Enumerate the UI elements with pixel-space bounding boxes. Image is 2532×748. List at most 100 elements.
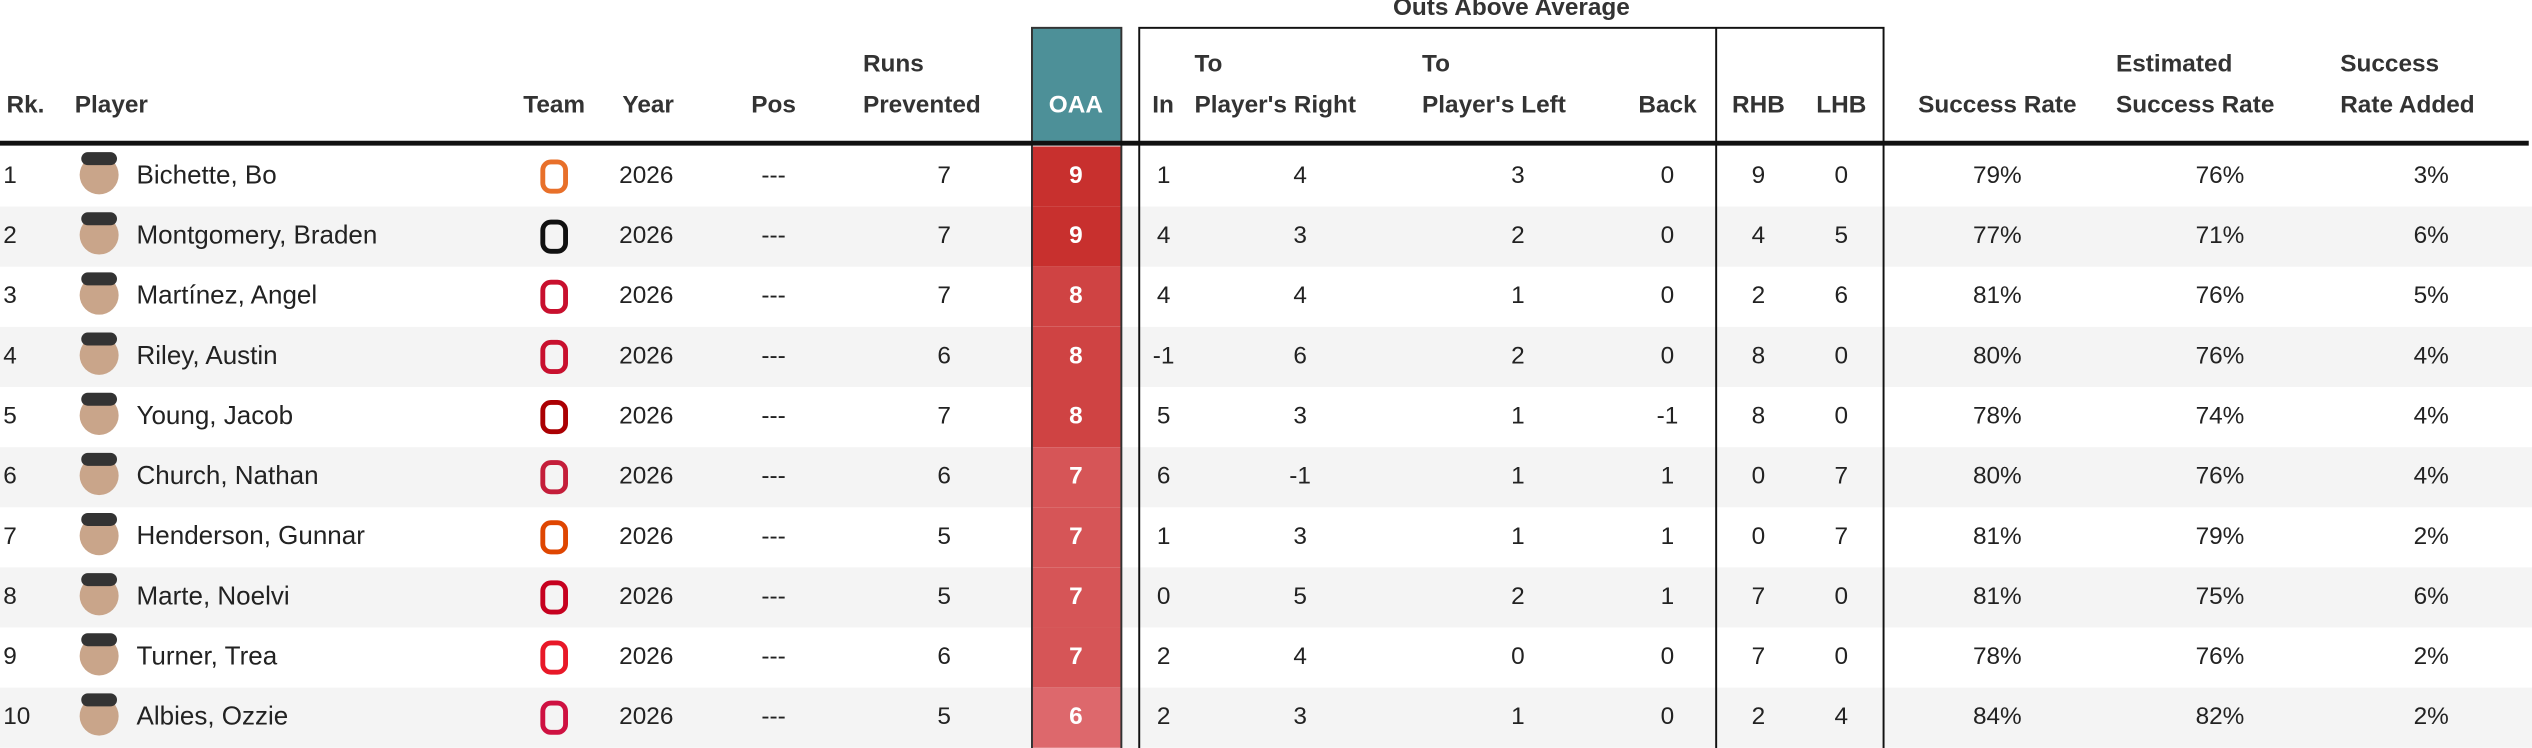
cell-rhb: 2 (1752, 703, 1766, 730)
cell-year: 2026 (619, 703, 673, 730)
cell-success: 80% (1973, 463, 2022, 490)
cell-year: 2026 (619, 643, 673, 670)
column-header: Prevented (863, 91, 981, 118)
cell-in: 1 (1157, 162, 1171, 189)
team-logo (540, 400, 568, 435)
row-stripe (0, 326, 2532, 388)
cell-success: 81% (1973, 583, 2022, 610)
cell-est: 79% (2196, 523, 2245, 550)
cell-left: 2 (1511, 222, 1525, 249)
cell-rk: 3 (3, 282, 17, 309)
column-header: Team (523, 91, 585, 118)
cell-player: Montgomery, Braden (137, 220, 378, 250)
headshot-cap (81, 633, 118, 647)
cell-est: 76% (2196, 342, 2245, 369)
column-header: Back (1638, 91, 1697, 118)
cell-player: Turner, Trea (137, 640, 278, 670)
cell-lhb: 7 (1835, 463, 1849, 490)
cell-lhb: 0 (1835, 342, 1849, 369)
cell-rk: 1 (3, 162, 17, 189)
cell-back: 0 (1661, 282, 1675, 309)
oaa-cell (1031, 266, 1122, 327)
cell-right: 3 (1293, 403, 1307, 430)
column-header: To (1194, 51, 1222, 78)
cell-back: 0 (1661, 162, 1675, 189)
cell-pos: --- (761, 222, 785, 249)
cell-pos: --- (761, 703, 785, 730)
team-logo (540, 640, 568, 675)
cell-back: 1 (1661, 523, 1675, 550)
cell-in: 5 (1157, 403, 1171, 430)
cell-success: 78% (1973, 403, 2022, 430)
team-logo (540, 159, 568, 194)
cell-in: 4 (1157, 222, 1171, 249)
cell-rk: 7 (3, 523, 17, 550)
cell-success: 81% (1973, 282, 2022, 309)
oaa-cell (1031, 507, 1122, 568)
cell-year: 2026 (619, 342, 673, 369)
headshot-cap (81, 573, 118, 587)
cell-rk: 4 (3, 342, 17, 369)
headshot-cap (81, 693, 118, 707)
rows: 1 Bichette, Bo 2026 --- 7 9 1 4 3 0 9 0 79% 76% 3%2 Mon… (0, 146, 2532, 748)
cell-lhb: 4 (1835, 703, 1849, 730)
column-header: LHB (1816, 91, 1866, 118)
cell-in: 2 (1157, 703, 1171, 730)
cell-player: Marte, Noelvi (137, 580, 290, 610)
cell-pos: --- (761, 523, 785, 550)
cell-pos: --- (761, 282, 785, 309)
cell-back: 1 (1661, 583, 1675, 610)
cell-year: 2026 (619, 222, 673, 249)
cell-oaa: 7 (1069, 643, 1083, 670)
cell-added: 2% (2414, 703, 2449, 730)
cell-left: 1 (1511, 703, 1525, 730)
cell-runs: 7 (937, 162, 951, 189)
row-stripe (0, 567, 2532, 628)
cell-added: 4% (2414, 403, 2449, 430)
cell-year: 2026 (619, 282, 673, 309)
cell-right: 3 (1293, 703, 1307, 730)
cell-added: 6% (2414, 222, 2449, 249)
cell-right: 4 (1293, 162, 1307, 189)
column-header: Player's Left (1422, 91, 1566, 118)
cell-year: 2026 (619, 523, 673, 550)
row-stripe (0, 447, 2532, 508)
cell-runs: 5 (937, 523, 951, 550)
cell-pos: --- (761, 463, 785, 490)
cell-runs: 7 (937, 403, 951, 430)
cell-rhb: 7 (1752, 643, 1766, 670)
row-stripe (0, 687, 2532, 748)
cell-rhb: 0 (1752, 463, 1766, 490)
cell-back: -1 (1657, 403, 1679, 430)
cell-back: 0 (1661, 703, 1675, 730)
cell-left: 2 (1511, 583, 1525, 610)
cell-est: 75% (2196, 583, 2245, 610)
cell-rk: 8 (3, 583, 17, 610)
cell-back: 0 (1661, 222, 1675, 249)
column-header: Success (2340, 51, 2439, 78)
column-header: Player's Right (1194, 91, 1355, 118)
oaa-cell (1031, 687, 1122, 748)
cell-rk: 10 (3, 703, 30, 730)
column-header: Success Rate (1918, 91, 2076, 118)
cell-rk: 2 (3, 222, 17, 249)
cell-pos: --- (761, 403, 785, 430)
column-header: In (1152, 91, 1174, 118)
headshot-cap (81, 392, 118, 406)
column-header: Estimated (2116, 51, 2232, 78)
cell-rhb: 7 (1752, 583, 1766, 610)
cell-right: 5 (1293, 583, 1307, 610)
cell-est: 76% (2196, 463, 2245, 490)
cell-in: 1 (1157, 523, 1171, 550)
cell-left: 1 (1511, 282, 1525, 309)
cell-player: Bichette, Bo (137, 159, 277, 189)
header: Rk. Player Team Year Pos Runs Prevented OAA In To… (7, 51, 2475, 119)
team-logo (540, 700, 568, 735)
cell-lhb: 0 (1835, 643, 1849, 670)
cell-pos: --- (761, 342, 785, 369)
oaa-cell (1031, 627, 1122, 688)
cell-success: 80% (1973, 342, 2022, 369)
cell-runs: 6 (937, 643, 951, 670)
row-stripe (0, 206, 2532, 267)
